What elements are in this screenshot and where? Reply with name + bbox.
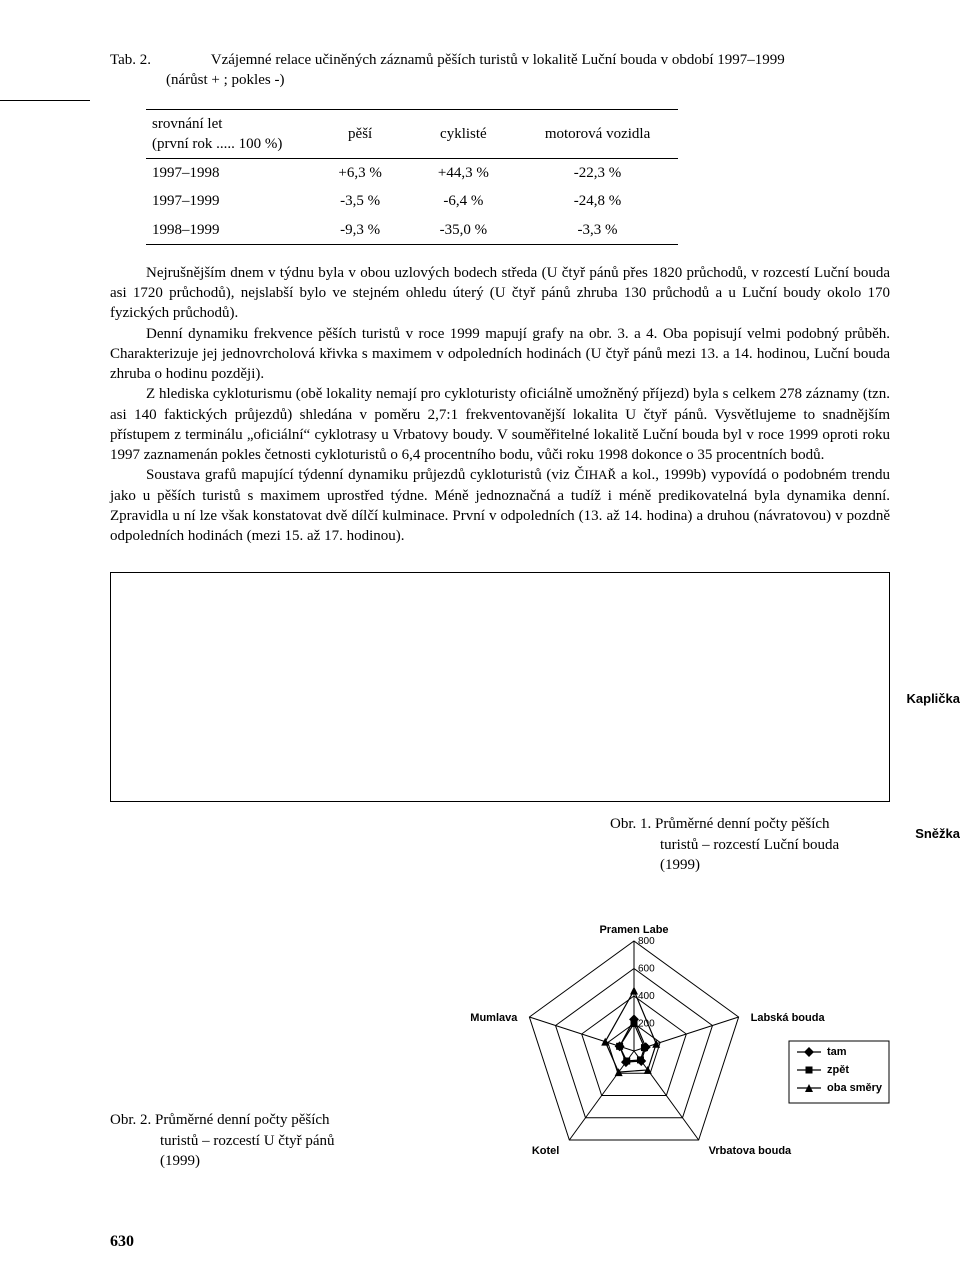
svg-text:tam: tam <box>827 1046 847 1058</box>
table-caption-line2: (nárůst + ; pokles -) <box>166 72 284 88</box>
row-c3: -24,8 % <box>517 187 678 215</box>
fig2-line1: Průměrné denní počty pěších <box>155 1112 330 1128</box>
table-2-caption: Tab. 2. Vzájemné relace učiněných záznam… <box>110 50 890 91</box>
th-col1: pěší <box>310 109 409 159</box>
label-snezka: Sněžka <box>915 825 960 843</box>
figure-2-caption: Obr. 2. Průměrné denní počty pěších turi… <box>110 1110 410 1171</box>
paragraph-4-smallcaps: IHAŘ <box>584 467 616 482</box>
row-c2: -6,4 % <box>410 187 517 215</box>
paragraph-3: Z hlediska cykloturismu (obě lokality ne… <box>110 384 890 465</box>
row-period: 1997–1999 <box>146 187 310 215</box>
svg-text:Pramen Labe: Pramen Labe <box>599 924 668 936</box>
fig1-line1: Průměrné denní počty pěších <box>655 816 830 832</box>
svg-text:400: 400 <box>638 991 655 1002</box>
svg-text:600: 600 <box>638 964 655 975</box>
row-period: 1998–1999 <box>146 216 310 245</box>
table-caption-line1: Vzájemné relace učiněných záznamů pěších… <box>211 52 785 68</box>
svg-text:Mumlava: Mumlava <box>470 1012 518 1024</box>
svg-text:Labská bouda: Labská bouda <box>751 1012 826 1024</box>
figure-2-radar-chart: 200400600800Pramen LabeLabská boudaVrbat… <box>434 891 904 1191</box>
svg-text:zpět: zpět <box>827 1064 849 1076</box>
th-left-line1: srovnání let <box>152 116 222 132</box>
svg-text:800: 800 <box>638 936 655 947</box>
svg-text:Kotel: Kotel <box>532 1145 560 1157</box>
paragraph-4-part-a: Soustava grafů mapující týdenní dynamiku… <box>146 467 584 483</box>
th-col2: cyklisté <box>410 109 517 159</box>
row-c3: -22,3 % <box>517 159 678 188</box>
paragraph-1: Nejrušnějším dnem v týdnu byla v obou uz… <box>110 263 890 324</box>
label-kaplicka: Kaplička <box>907 690 960 708</box>
table-caption-prefix: Tab. 2. <box>110 52 151 68</box>
row-c1: -3,5 % <box>310 187 409 215</box>
fig2-line3: (1999) <box>160 1151 410 1171</box>
figure-1-placeholder <box>110 572 890 802</box>
row-c2: -35,0 % <box>410 216 517 245</box>
paragraph-2: Denní dynamiku frekvence pěších turistů … <box>110 324 890 385</box>
table-row: 1997–1999 -3,5 % -6,4 % -24,8 % <box>146 187 678 215</box>
row-c1: +6,3 % <box>310 159 409 188</box>
svg-text:Vrbatova bouda: Vrbatova bouda <box>709 1145 792 1157</box>
paragraph-4: Soustava grafů mapující týdenní dynamiku… <box>110 465 890 546</box>
svg-text:oba směry: oba směry <box>827 1082 883 1094</box>
table-row: 1998–1999 -9,3 % -35,0 % -3,3 % <box>146 216 678 245</box>
decorative-rule <box>0 100 90 101</box>
fig1-line2: turistů – rozcestí Luční bouda <box>660 835 890 855</box>
figure-1-caption: Obr. 1. Průměrné denní počty pěších turi… <box>610 814 890 875</box>
table-row: 1997–1998 +6,3 % +44,3 % -22,3 % <box>146 159 678 188</box>
fig2-prefix: Obr. 2. <box>110 1112 151 1128</box>
th-left-line2: (první rok ..... 100 %) <box>152 136 282 152</box>
row-c1: -9,3 % <box>310 216 409 245</box>
table-2: srovnání let (první rok ..... 100 %) pěš… <box>146 109 678 245</box>
row-c3: -3,3 % <box>517 216 678 245</box>
fig2-line2: turistů – rozcestí U čtyř pánů <box>160 1131 410 1151</box>
fig1-line3: (1999) <box>660 855 890 875</box>
th-col3: motorová vozidla <box>517 109 678 159</box>
page-number: 630 <box>110 1231 890 1253</box>
row-c2: +44,3 % <box>410 159 517 188</box>
fig1-prefix: Obr. 1. <box>610 816 651 832</box>
row-period: 1997–1998 <box>146 159 310 188</box>
